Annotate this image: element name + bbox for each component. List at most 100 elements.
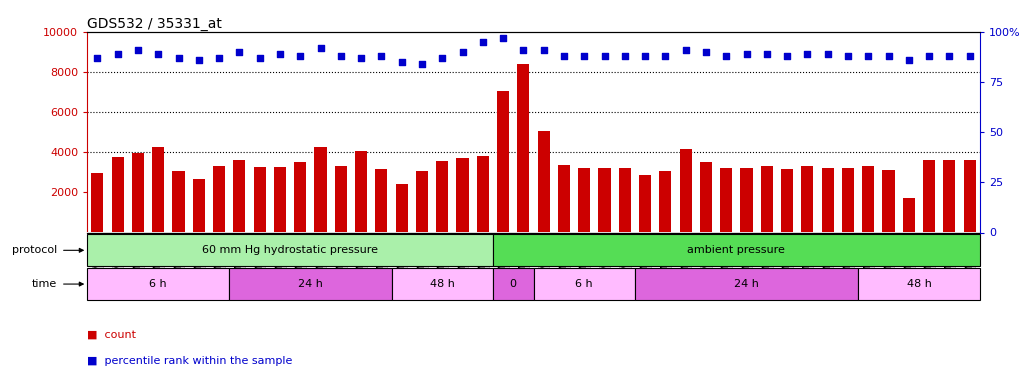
Point	[475, 39, 491, 45]
Point	[961, 53, 978, 59]
Point	[292, 53, 309, 59]
Text: 24 h: 24 h	[298, 279, 323, 289]
Bar	[152, 147, 164, 232]
Bar	[558, 165, 570, 232]
Bar	[700, 162, 712, 232]
Text: 0: 0	[510, 279, 517, 289]
Bar	[213, 166, 225, 232]
Bar	[355, 151, 367, 232]
Point	[658, 53, 674, 59]
Point	[434, 55, 450, 61]
Bar	[112, 157, 124, 232]
Bar	[294, 162, 307, 232]
Point	[211, 55, 228, 61]
Bar	[534, 268, 635, 300]
Bar	[233, 160, 245, 232]
Text: 60 mm Hg hydrostatic pressure: 60 mm Hg hydrostatic pressure	[202, 245, 378, 255]
Point	[576, 53, 592, 59]
Point	[779, 53, 795, 59]
Point	[880, 53, 897, 59]
Text: ■  count: ■ count	[87, 330, 136, 339]
Point	[413, 61, 430, 67]
Bar	[376, 169, 388, 232]
Bar	[578, 168, 590, 232]
Point	[191, 57, 207, 63]
Bar	[457, 158, 469, 232]
Point	[839, 53, 856, 59]
Bar	[720, 168, 733, 232]
Point	[373, 53, 390, 59]
Point	[536, 47, 552, 53]
Bar	[538, 131, 550, 232]
Bar	[517, 64, 529, 232]
Bar	[436, 161, 448, 232]
Point	[515, 47, 531, 53]
Text: 6 h: 6 h	[150, 279, 167, 289]
Point	[110, 51, 126, 57]
Point	[89, 55, 106, 61]
Bar	[91, 173, 104, 232]
Bar	[943, 160, 955, 232]
Bar	[253, 167, 266, 232]
Bar	[598, 168, 610, 232]
Text: ambient pressure: ambient pressure	[687, 245, 785, 255]
Text: 24 h: 24 h	[734, 279, 759, 289]
Point	[455, 49, 471, 55]
Bar	[619, 168, 631, 232]
Text: GDS532 / 35331_at: GDS532 / 35331_at	[87, 17, 222, 31]
Bar	[858, 268, 980, 300]
Bar	[416, 171, 428, 232]
Point	[393, 59, 409, 65]
Text: 48 h: 48 h	[907, 279, 932, 289]
Point	[332, 53, 349, 59]
Bar	[801, 166, 814, 232]
Bar	[639, 176, 652, 232]
Point	[921, 53, 938, 59]
Bar	[842, 168, 854, 232]
Point	[820, 51, 836, 57]
Bar	[963, 160, 976, 232]
Point	[556, 53, 573, 59]
Bar	[229, 268, 392, 300]
Text: 6 h: 6 h	[576, 279, 593, 289]
Bar	[635, 268, 858, 300]
Point	[312, 45, 328, 51]
Bar	[87, 268, 229, 300]
Text: ■  percentile rank within the sample: ■ percentile rank within the sample	[87, 356, 292, 366]
Text: 48 h: 48 h	[430, 279, 455, 289]
Point	[150, 51, 166, 57]
Point	[718, 53, 735, 59]
Bar	[679, 149, 692, 232]
Point	[617, 53, 633, 59]
Point	[353, 55, 369, 61]
Point	[739, 51, 755, 57]
Point	[941, 53, 957, 59]
Bar	[87, 234, 492, 266]
Bar	[492, 268, 534, 300]
Point	[129, 47, 146, 53]
Text: time: time	[32, 279, 56, 289]
Point	[901, 57, 917, 63]
Point	[596, 53, 613, 59]
Bar	[193, 179, 205, 232]
Bar	[882, 170, 895, 232]
Bar	[396, 184, 407, 232]
Bar	[492, 234, 980, 266]
Point	[698, 49, 714, 55]
Point	[677, 47, 694, 53]
Bar	[131, 153, 144, 232]
Point	[231, 49, 247, 55]
Bar	[822, 168, 834, 232]
Point	[758, 51, 775, 57]
Bar	[660, 171, 671, 232]
Bar	[392, 268, 492, 300]
Point	[251, 55, 268, 61]
Bar	[760, 166, 773, 232]
Bar	[781, 169, 793, 232]
Point	[860, 53, 876, 59]
Bar	[477, 156, 488, 232]
Bar	[274, 167, 286, 232]
Point	[799, 51, 816, 57]
Text: protocol: protocol	[11, 245, 56, 255]
Bar	[172, 171, 185, 232]
